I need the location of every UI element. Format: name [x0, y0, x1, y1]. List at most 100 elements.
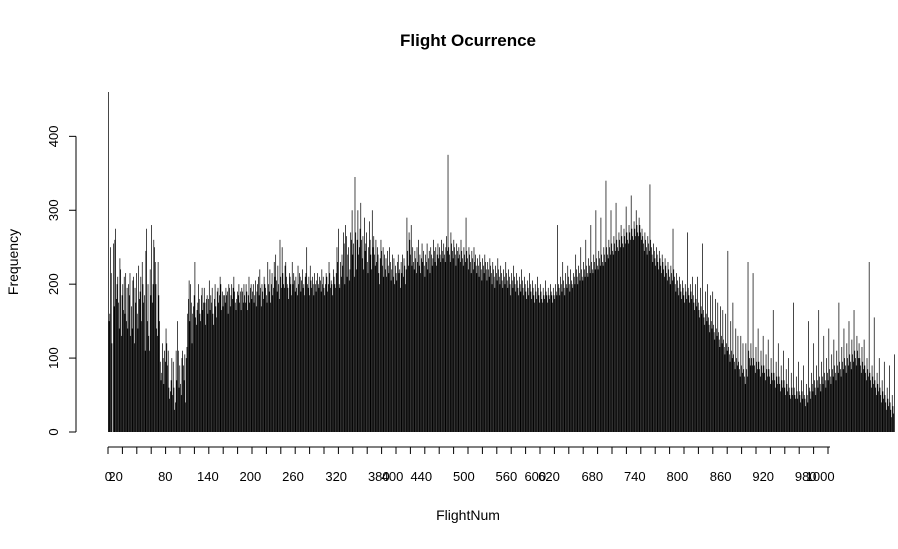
bar — [402, 276, 404, 432]
bar — [497, 258, 499, 432]
bar — [641, 228, 643, 432]
bar — [356, 239, 358, 432]
bar — [203, 287, 205, 432]
bar — [533, 295, 535, 432]
bar — [616, 239, 618, 432]
bar — [598, 250, 600, 432]
bar — [816, 365, 817, 432]
bar — [403, 258, 405, 432]
bar — [145, 250, 147, 432]
bar — [226, 295, 227, 432]
bar — [368, 247, 370, 432]
bar — [588, 258, 590, 432]
bar — [723, 339, 724, 432]
bar — [418, 265, 420, 432]
bar — [708, 324, 710, 432]
x-tick-label: 920 — [752, 469, 774, 484]
bar — [192, 313, 194, 432]
bar — [157, 335, 158, 432]
bar — [520, 291, 522, 432]
bar — [728, 347, 729, 432]
bar — [362, 236, 364, 432]
bar — [312, 284, 314, 432]
bar — [883, 361, 885, 432]
bar — [218, 302, 220, 432]
bar — [860, 372, 862, 432]
bar — [707, 284, 708, 432]
bar — [291, 262, 293, 432]
bar — [775, 387, 776, 432]
bar — [303, 284, 305, 432]
bar — [569, 291, 571, 432]
bar — [594, 262, 595, 432]
bar — [400, 262, 402, 432]
bar — [330, 287, 331, 432]
bar — [692, 276, 693, 432]
bar — [234, 302, 236, 432]
x-tick-label: 860 — [710, 469, 732, 484]
bar — [644, 232, 646, 432]
bar — [673, 269, 675, 432]
bar — [738, 361, 740, 432]
bar — [482, 258, 483, 432]
bar — [642, 236, 644, 432]
bar — [560, 284, 562, 432]
bar — [473, 247, 475, 432]
bar — [351, 239, 352, 432]
bar — [470, 262, 471, 432]
bar — [294, 280, 295, 432]
bar — [351, 210, 353, 432]
y-tick-label: 200 — [46, 273, 61, 295]
bar — [259, 269, 261, 432]
bar — [369, 239, 371, 432]
bar — [400, 287, 401, 432]
bar — [812, 391, 814, 432]
x-tick-label: 1000 — [806, 469, 835, 484]
bar — [204, 302, 206, 432]
bar — [401, 273, 403, 432]
bar — [199, 313, 201, 432]
bar — [546, 295, 548, 432]
bar — [508, 269, 509, 432]
bar — [770, 358, 772, 432]
bar — [775, 361, 777, 432]
bar — [279, 239, 281, 432]
bar — [664, 258, 666, 432]
bar — [633, 239, 634, 432]
bar — [239, 302, 240, 432]
bar — [796, 391, 798, 432]
bar — [178, 387, 180, 432]
bar — [179, 365, 181, 432]
bar — [865, 380, 867, 432]
bar — [151, 225, 152, 432]
bar — [693, 302, 695, 432]
bar — [736, 365, 738, 432]
bar — [612, 250, 613, 432]
bar — [458, 247, 460, 432]
bar — [471, 250, 473, 432]
bar — [542, 287, 544, 432]
bar — [305, 273, 307, 432]
bar — [446, 250, 448, 432]
bar — [396, 280, 398, 432]
x-tick-label: 440 — [410, 469, 432, 484]
bar — [850, 369, 852, 432]
bar — [379, 284, 380, 432]
bar — [505, 262, 507, 432]
bar — [137, 328, 139, 432]
bar — [393, 258, 395, 432]
bar — [188, 298, 189, 432]
bar — [545, 291, 547, 432]
bar — [494, 287, 496, 432]
bar — [348, 280, 350, 432]
bar — [438, 258, 440, 432]
bar — [126, 287, 128, 432]
bar — [160, 380, 162, 432]
bar — [635, 236, 636, 432]
bar — [451, 243, 452, 432]
x-tick-label: 380 — [368, 469, 390, 484]
bar — [750, 343, 752, 432]
bar — [603, 247, 605, 432]
bar — [293, 273, 295, 432]
